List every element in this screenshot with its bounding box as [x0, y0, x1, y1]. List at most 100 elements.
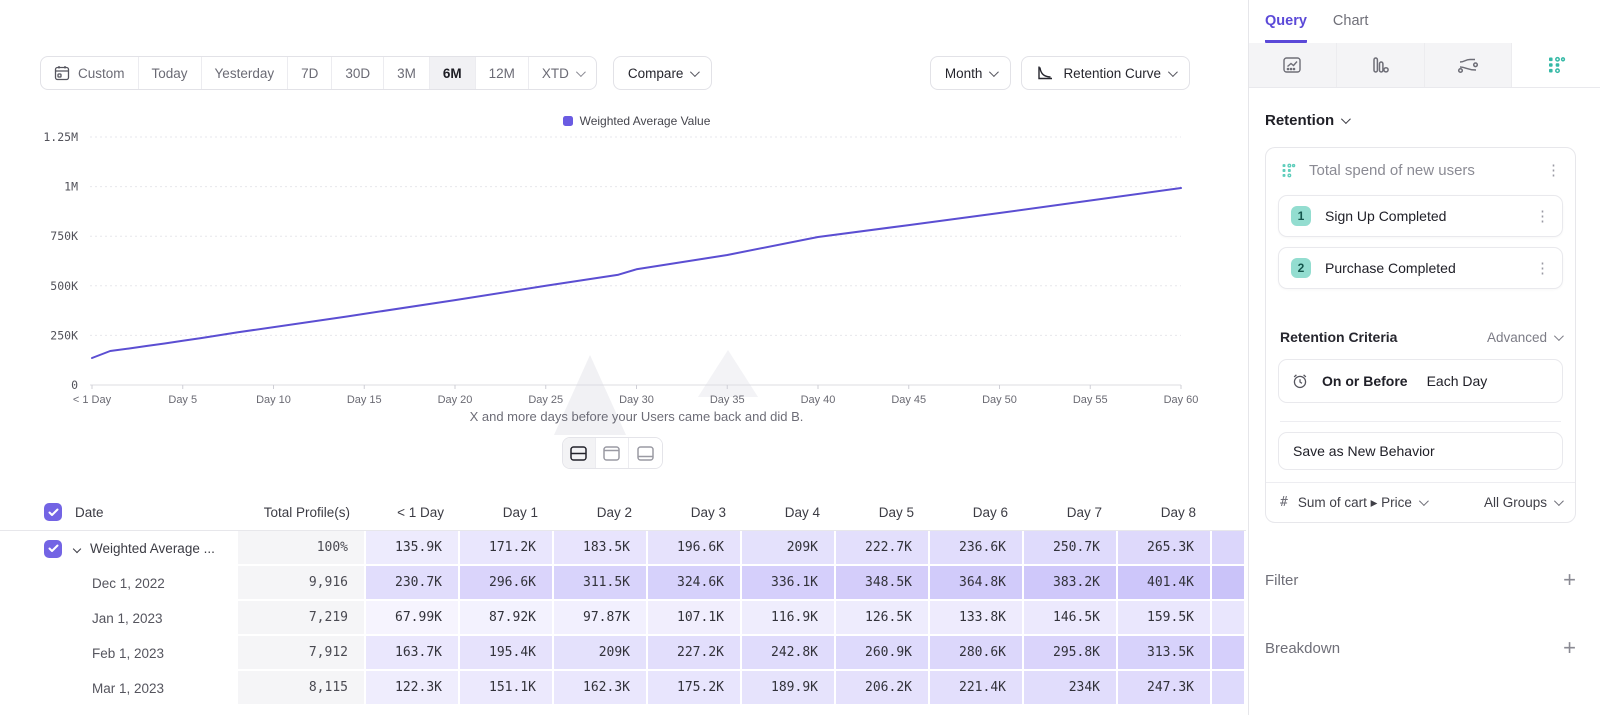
- value-cell-clipped: [1212, 531, 1246, 566]
- range-7d[interactable]: 7D: [288, 57, 333, 89]
- value-cell: 234K: [1024, 671, 1118, 706]
- add-filter-button[interactable]: +: [1563, 567, 1576, 592]
- column-header-day-7[interactable]: Day 7: [1066, 504, 1102, 520]
- granularity-dropdown[interactable]: Month: [929, 56, 1012, 90]
- step-purchase-completed[interactable]: 2 Purchase Completed ⋮: [1278, 247, 1563, 289]
- value-cell: 122.3K: [366, 671, 460, 706]
- each-day-label: Each Day: [1426, 373, 1488, 389]
- legend-item[interactable]: Weighted Average Value: [562, 114, 710, 128]
- value-cell: 227.2K: [648, 636, 742, 671]
- column-header--1-day[interactable]: < 1 Day: [397, 504, 444, 520]
- watermark-triangle: [554, 355, 626, 435]
- filter-label: Filter: [1265, 571, 1299, 589]
- bar-chart-icon[interactable]: [1336, 43, 1425, 87]
- value-cell: 236.6K: [930, 531, 1024, 566]
- value-cell: 230.7K: [366, 566, 460, 601]
- value-cell: 324.6K: [648, 566, 742, 601]
- sidebar-tabs: Query Chart: [1249, 0, 1600, 43]
- total-profiles-cell: 100%: [238, 531, 366, 566]
- value-cell: 195.4K: [460, 636, 554, 671]
- retention-icon[interactable]: [1512, 43, 1600, 87]
- chevron-down-icon: [1167, 66, 1178, 77]
- watermark-triangle: [698, 350, 758, 397]
- flows-icon[interactable]: [1424, 43, 1513, 87]
- retention-window-control[interactable]: On or Before Each Day: [1278, 359, 1563, 403]
- table-layout-toggle: [0, 437, 1224, 469]
- column-header-day-3[interactable]: Day 3: [690, 504, 726, 520]
- range-today[interactable]: Today: [139, 57, 202, 89]
- column-header-day-1[interactable]: Day 1: [502, 504, 538, 520]
- save-as-new-behavior-button[interactable]: Save as New Behavior: [1278, 432, 1563, 470]
- value-cell: 348.5K: [836, 566, 930, 601]
- retention-curve-chart: 0 250K 500K 750K 1M 1.25M < 1 Day Day 5 Day 10 Da…: [43, 130, 1199, 435]
- range-30d[interactable]: 30D: [332, 57, 385, 89]
- value-cell: 133.8K: [930, 601, 1024, 636]
- value-cell: 242.8K: [742, 636, 836, 671]
- chevron-down-icon: [989, 66, 1000, 77]
- expand-chevron-icon[interactable]: [72, 544, 82, 553]
- value-cell: 183.5K: [554, 531, 648, 566]
- column-header-day-6[interactable]: Day 6: [972, 504, 1008, 520]
- x-axis-label: Day 10: [256, 394, 291, 406]
- table-row: Weighted Average ... 100% 135.9K 171.2K 183.…: [0, 531, 1246, 566]
- layout-split-bottom-button[interactable]: [628, 438, 662, 468]
- insights-icon[interactable]: [1249, 43, 1337, 87]
- groups-label: All Groups: [1483, 495, 1547, 510]
- measure-dropdown[interactable]: # Sum of cart ▸ Price: [1280, 495, 1474, 511]
- on-or-before-label: On or Before: [1322, 373, 1408, 389]
- criteria-mode-label: Advanced: [1486, 329, 1547, 345]
- layout-split-middle-button[interactable]: [562, 438, 596, 468]
- tab-chart[interactable]: Chart: [1332, 13, 1369, 29]
- step-number-badge: 2: [1291, 258, 1311, 278]
- tab-query[interactable]: Query: [1265, 13, 1307, 43]
- toolbar: Custom Today Yesterday 7D 30D 3M 6M 12M XTD Comp…: [40, 56, 1190, 90]
- column-header-day-4[interactable]: Day 4: [784, 504, 820, 520]
- value-cell: 67.99K: [366, 601, 460, 636]
- column-header-total-profile-s-[interactable]: Total Profile(s): [263, 504, 350, 520]
- value-cell-clipped: [1212, 636, 1246, 671]
- x-axis-label: Day 40: [801, 394, 836, 406]
- report-type-dropdown[interactable]: Retention: [1265, 112, 1576, 129]
- behavior-menu-icon[interactable]: ⋮: [1546, 162, 1561, 179]
- value-cell: 163.7K: [366, 636, 460, 671]
- value-cell: 175.2K: [648, 671, 742, 706]
- column-header-day-8[interactable]: Day 8: [1160, 504, 1196, 520]
- table-row: Jan 1, 2023 7,219 67.99K 87.92K 97.87K 107.1K…: [0, 601, 1246, 636]
- step-sign-up-completed[interactable]: 1 Sign Up Completed ⋮: [1278, 195, 1563, 237]
- range-3m[interactable]: 3M: [384, 57, 430, 89]
- column-header-day-2[interactable]: Day 2: [596, 504, 632, 520]
- behavior-card: Total spend of new users ⋮ 1 Sign Up Com…: [1265, 147, 1576, 523]
- range-yesterday[interactable]: Yesterday: [202, 57, 289, 89]
- step-menu-icon[interactable]: ⋮: [1535, 207, 1550, 225]
- value-cell-clipped: [1212, 671, 1246, 706]
- range-xtd[interactable]: XTD: [529, 57, 596, 89]
- step-label: Purchase Completed: [1325, 260, 1456, 276]
- value-cell: 336.1K: [742, 566, 836, 601]
- value-cell-clipped: [1212, 566, 1246, 601]
- behavior-icon: [1280, 162, 1297, 179]
- value-cell: 189.9K: [742, 671, 836, 706]
- groups-dropdown[interactable]: All Groups: [1483, 495, 1564, 510]
- y-axis-label: 1M: [64, 180, 78, 194]
- range-6m[interactable]: 6M: [429, 57, 476, 89]
- row-checkbox[interactable]: [44, 503, 62, 521]
- range-12m[interactable]: 12M: [476, 57, 529, 89]
- step-menu-icon[interactable]: ⋮: [1535, 259, 1550, 277]
- value-cell: 151.1K: [460, 671, 554, 706]
- add-breakdown-button[interactable]: +: [1563, 635, 1576, 660]
- value-cell: 222.7K: [836, 531, 930, 566]
- column-header-day-5[interactable]: Day 5: [878, 504, 914, 520]
- x-axis-label: Day 5: [168, 394, 197, 406]
- layout-split-top-button[interactable]: [595, 438, 629, 468]
- retention-criteria-label: Retention Criteria: [1280, 329, 1398, 345]
- compare-button[interactable]: Compare: [612, 56, 713, 90]
- retention-table: Date Total Profile(s) < 1 Day Day 1 Day 2 Day…: [0, 494, 1246, 706]
- chart-view-dropdown[interactable]: Retention Curve: [1021, 56, 1190, 90]
- x-axis-label: Day 60: [1164, 394, 1199, 406]
- range-custom[interactable]: Custom: [41, 57, 139, 89]
- row-checkbox[interactable]: [44, 539, 62, 558]
- column-header-date[interactable]: Date: [0, 494, 238, 530]
- x-axis-label: Day 20: [438, 394, 473, 406]
- query-sidebar: Query Chart: [1248, 0, 1600, 715]
- criteria-mode-dropdown[interactable]: Advanced: [1486, 329, 1564, 345]
